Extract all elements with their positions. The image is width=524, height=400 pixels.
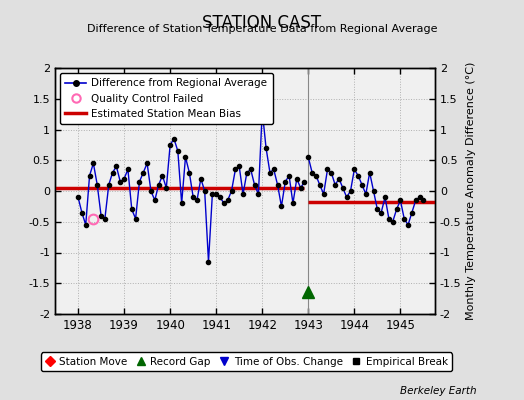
Text: Berkeley Earth: Berkeley Earth <box>400 386 477 396</box>
Text: Difference of Station Temperature Data from Regional Average: Difference of Station Temperature Data f… <box>87 24 437 34</box>
Legend: Station Move, Record Gap, Time of Obs. Change, Empirical Break: Station Move, Record Gap, Time of Obs. C… <box>40 352 452 371</box>
Text: STATION CAST: STATION CAST <box>202 14 322 32</box>
Legend: Difference from Regional Average, Quality Control Failed, Estimated Station Mean: Difference from Regional Average, Qualit… <box>60 73 272 124</box>
Y-axis label: Monthly Temperature Anomaly Difference (°C): Monthly Temperature Anomaly Difference (… <box>465 62 476 320</box>
